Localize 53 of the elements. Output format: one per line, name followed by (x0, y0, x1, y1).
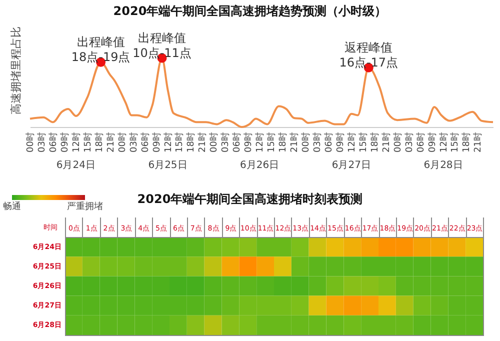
x-tick-label: 12时 (70, 132, 82, 152)
x-tick-label: 00时 (300, 132, 312, 152)
text: 6月27日 (332, 160, 371, 171)
x-tick-label: 09时 (151, 132, 162, 152)
x-tick-label: 18时 (186, 132, 197, 152)
x-tick-label: 21时 (197, 132, 208, 152)
x-tick-label: 21时 (105, 132, 116, 152)
x-tick-label: 03时 (36, 132, 48, 152)
x-tick-label: 09时 (334, 132, 346, 152)
color-bar-label: 畅通 (3, 201, 21, 212)
x-tick-label: 15时 (174, 132, 186, 152)
x-tick-label: 21时 (472, 132, 484, 152)
annotation: 出程峰值 18点-19点 (71, 35, 130, 64)
x-tick-label: 18时 (94, 132, 105, 152)
x-tick-label: 03时 (220, 132, 232, 152)
x-tick-label: 12时 (162, 132, 174, 152)
x-tick-label: 18时 (278, 132, 289, 152)
chart-title: 2020年端午期间全国高速拥堵趋势预测（小时级） (112, 3, 388, 20)
x-tick-label: 15时 (266, 132, 278, 152)
x-tick-label: 00时 (208, 132, 220, 152)
x-tick-label: 09时 (426, 132, 438, 152)
x-tick-label: 21时 (289, 132, 300, 152)
x-tick-label: 06时 (232, 132, 243, 152)
x-tick-label: 12时 (254, 132, 266, 152)
x-tick-label: 06时 (323, 132, 334, 152)
x-tick-label: 12时 (438, 132, 450, 152)
text: 6月26日 (240, 160, 280, 171)
x-tick-label: 00时 (116, 132, 128, 152)
x-tick-label: 18时 (461, 132, 472, 152)
x-tick-label: 00时 (392, 132, 404, 152)
chart-title: 2020年端午期间全国高速拥堵时刻表预测 (137, 192, 363, 206)
annotation: 出程峰值 10点-11点 (132, 31, 192, 60)
text: 6月28日 (424, 160, 463, 171)
x-tick-label: 00时 (25, 132, 36, 152)
x-tick-label: 21时 (380, 132, 392, 152)
x-tick-label: 09时 (243, 132, 254, 152)
x-tick-label: 03时 (312, 132, 323, 152)
x-tick-label: 15时 (450, 132, 461, 152)
x-tick-label: 06时 (48, 132, 59, 152)
x-tick-label: 18时 (369, 132, 380, 152)
text: 6月24日 (56, 160, 96, 171)
x-tick-label: 06时 (415, 132, 426, 152)
text: 6月25日 (148, 160, 188, 171)
x-tick-label: 03时 (404, 132, 415, 152)
x-tick-label: 15时 (358, 132, 369, 152)
x-tick-label: 03时 (128, 132, 140, 152)
annotation: 返程峰值 16点-17点 (339, 40, 398, 70)
x-tick-label: 09时 (59, 132, 70, 152)
y-axis-title: 高速拥堵里程占比 (10, 26, 22, 114)
x-tick-label: 06时 (140, 132, 151, 152)
x-tick-label: 12时 (346, 132, 358, 152)
color-bar-label: 严重拥堵 (67, 201, 103, 212)
x-tick-label: 15时 (82, 132, 94, 152)
